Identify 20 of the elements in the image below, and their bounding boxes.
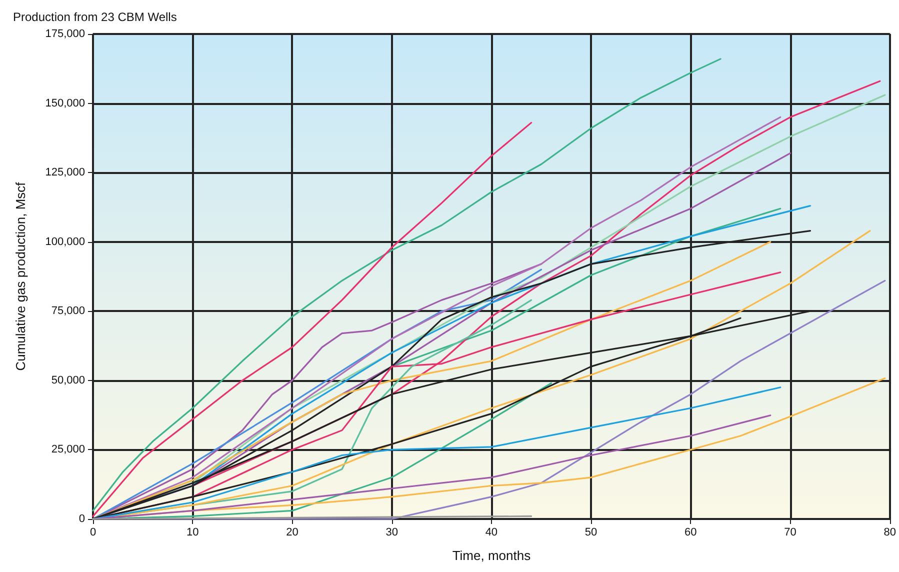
x-tick-label: 80 bbox=[884, 526, 896, 538]
y-tick-label: 150,000 bbox=[45, 97, 85, 110]
y-tick-label: 100,000 bbox=[45, 236, 85, 248]
x-tick-label: 30 bbox=[386, 526, 398, 538]
y-tick-label: 0 bbox=[78, 513, 85, 525]
x-axis-title: Time, months bbox=[452, 548, 532, 563]
x-tick-label: 40 bbox=[485, 526, 498, 538]
y-axis-title: Cumulative gas production, Mscf bbox=[13, 182, 28, 371]
x-tick-label: 20 bbox=[286, 526, 298, 538]
x-tick-label: 0 bbox=[90, 526, 96, 538]
y-tick-label: 175,000 bbox=[45, 28, 85, 40]
y-tick-label: 125,000 bbox=[45, 166, 85, 179]
y-tick-label: 50,000 bbox=[51, 374, 85, 386]
y-tick-label: 25,000 bbox=[51, 444, 85, 456]
x-tick-label: 70 bbox=[784, 526, 796, 538]
chart-title: Production from 23 CBM Wells bbox=[13, 10, 177, 24]
x-tick-label: 10 bbox=[186, 526, 199, 538]
x-tick-label: 50 bbox=[584, 526, 598, 538]
y-tick-label: 75,000 bbox=[51, 305, 85, 318]
x-tick-label: 60 bbox=[684, 526, 697, 538]
